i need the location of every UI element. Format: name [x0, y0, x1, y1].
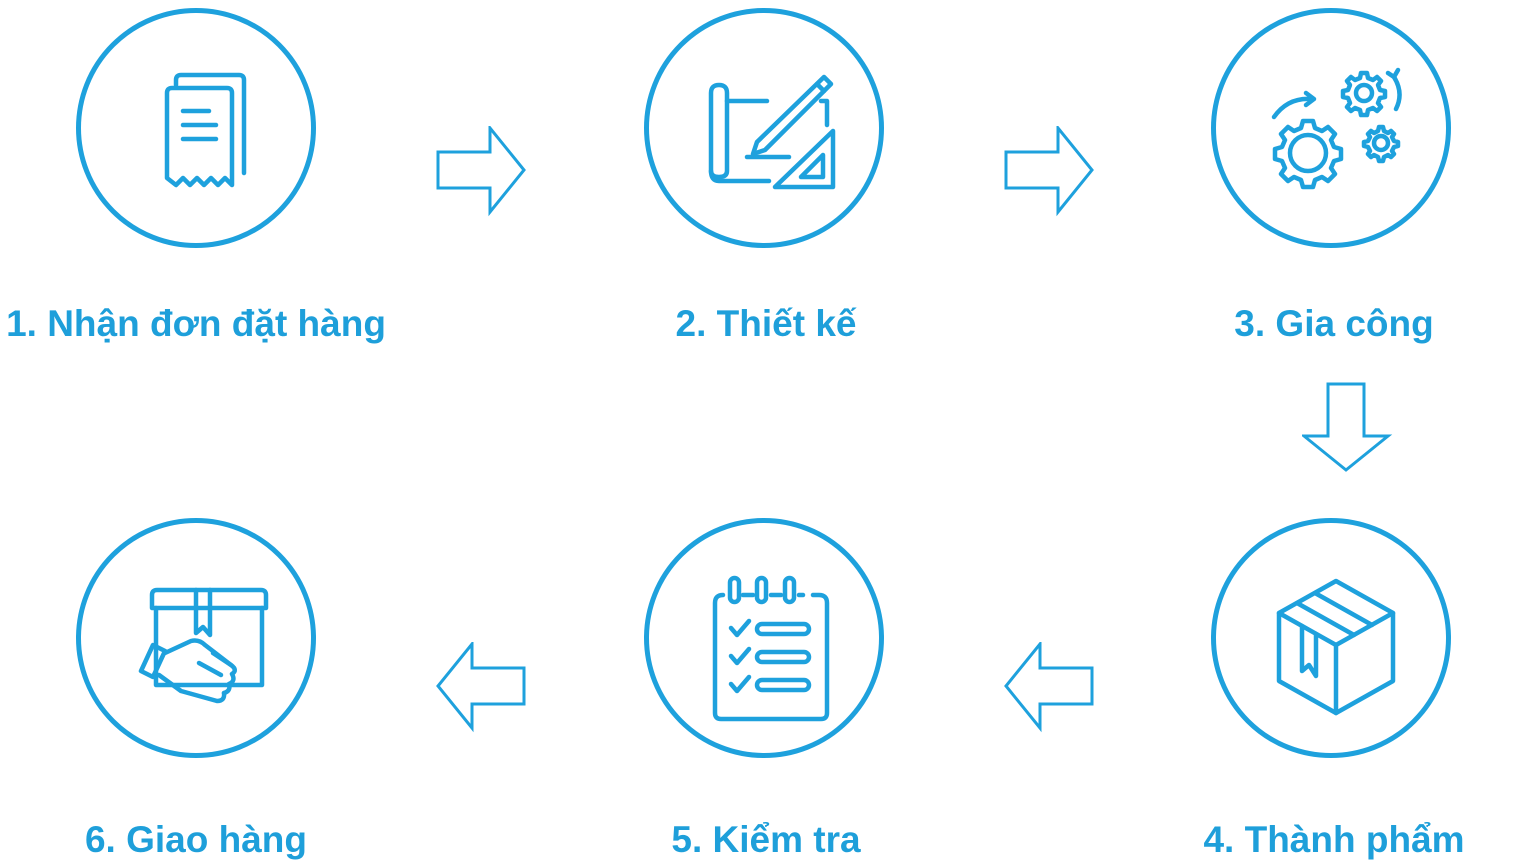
delivery-hand-icon [138, 587, 269, 704]
step-6-label: 6. Giao hàng [84, 819, 308, 860]
step-3-circle [1211, 8, 1451, 248]
arrow-right-2-icon [1004, 126, 1094, 217]
receipt-icon [164, 72, 247, 188]
arrow-left-1-icon [1004, 642, 1094, 733]
step-1-circle [76, 8, 316, 248]
step-5-label: 5. Kiểm tra [671, 819, 861, 860]
step-4-circle [1211, 518, 1451, 758]
step-2-circle [644, 8, 884, 248]
arrow-left-2-icon [436, 642, 526, 733]
arrow-right-1-icon [436, 126, 526, 217]
box-icon [1276, 578, 1396, 716]
arrow-down-icon [1302, 382, 1393, 472]
step-1-label: 1. Nhận đơn đặt hàng [6, 303, 386, 344]
gears-icon [1271, 67, 1402, 190]
step-6-circle [76, 518, 316, 758]
blueprint-pencil-icon [708, 74, 836, 190]
checklist-icon [712, 575, 830, 722]
step-4-label: 4. Thành phẩm [1203, 819, 1465, 860]
step-2-label: 2. Thiết kế [675, 303, 857, 344]
step-3-label: 3. Gia công [1234, 303, 1434, 344]
step-5-circle [644, 518, 884, 758]
